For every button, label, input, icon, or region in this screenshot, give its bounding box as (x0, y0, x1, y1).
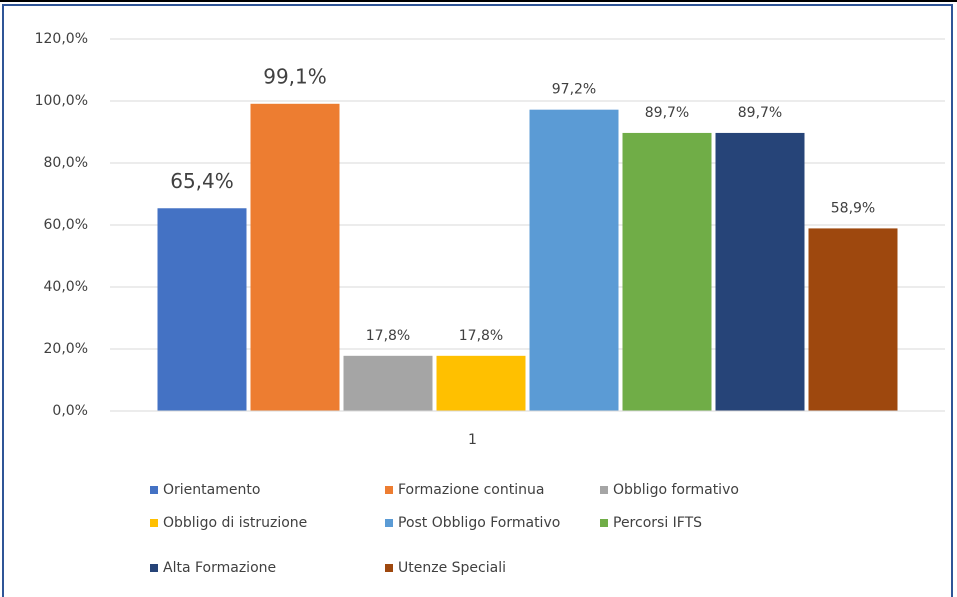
y-tick-label: 20,0% (44, 341, 88, 357)
value-label: 89,7% (738, 105, 782, 121)
bar (529, 109, 619, 412)
y-tick-label: 120,0% (35, 31, 88, 47)
legend-label: Orientamento (163, 482, 260, 498)
legend-label: Obbligo formativo (613, 482, 739, 498)
bar (808, 228, 898, 411)
legend-swatch (150, 564, 158, 572)
value-label: 17,8% (366, 328, 410, 344)
y-tick-label: 40,0% (44, 279, 88, 295)
legend-label: Formazione continua (398, 482, 544, 498)
legend-swatch (385, 519, 393, 527)
legend-swatch (600, 486, 608, 494)
legend-label: Percorsi IFTS (613, 515, 702, 531)
value-label: 99,1% (263, 64, 327, 88)
bar (622, 132, 712, 411)
value-label: 17,8% (459, 328, 503, 344)
legend-swatch (150, 486, 158, 494)
value-label: 65,4% (170, 169, 234, 193)
legend-label: Obbligo di istruzione (163, 515, 307, 531)
legend-label: Post Obbligo Formativo (398, 515, 560, 531)
y-tick-label: 80,0% (44, 155, 88, 171)
legend-label: Alta Formazione (163, 560, 276, 576)
legend-swatch (150, 519, 158, 527)
legend-swatch (385, 486, 393, 494)
value-label: 58,9% (831, 200, 875, 216)
bar (250, 103, 340, 411)
value-label: 89,7% (645, 105, 689, 121)
legend-swatch (385, 564, 393, 572)
legend-swatch (600, 519, 608, 527)
legend-label: Utenze Speciali (398, 560, 506, 576)
y-tick-label: 100,0% (35, 93, 88, 109)
y-tick-label: 0,0% (52, 403, 88, 419)
bar (436, 355, 526, 411)
bar (157, 208, 247, 411)
bar (715, 132, 805, 411)
y-tick-label: 60,0% (44, 217, 88, 233)
x-tick-label: 1 (468, 432, 477, 448)
value-label: 97,2% (552, 82, 596, 98)
bar (343, 355, 433, 411)
